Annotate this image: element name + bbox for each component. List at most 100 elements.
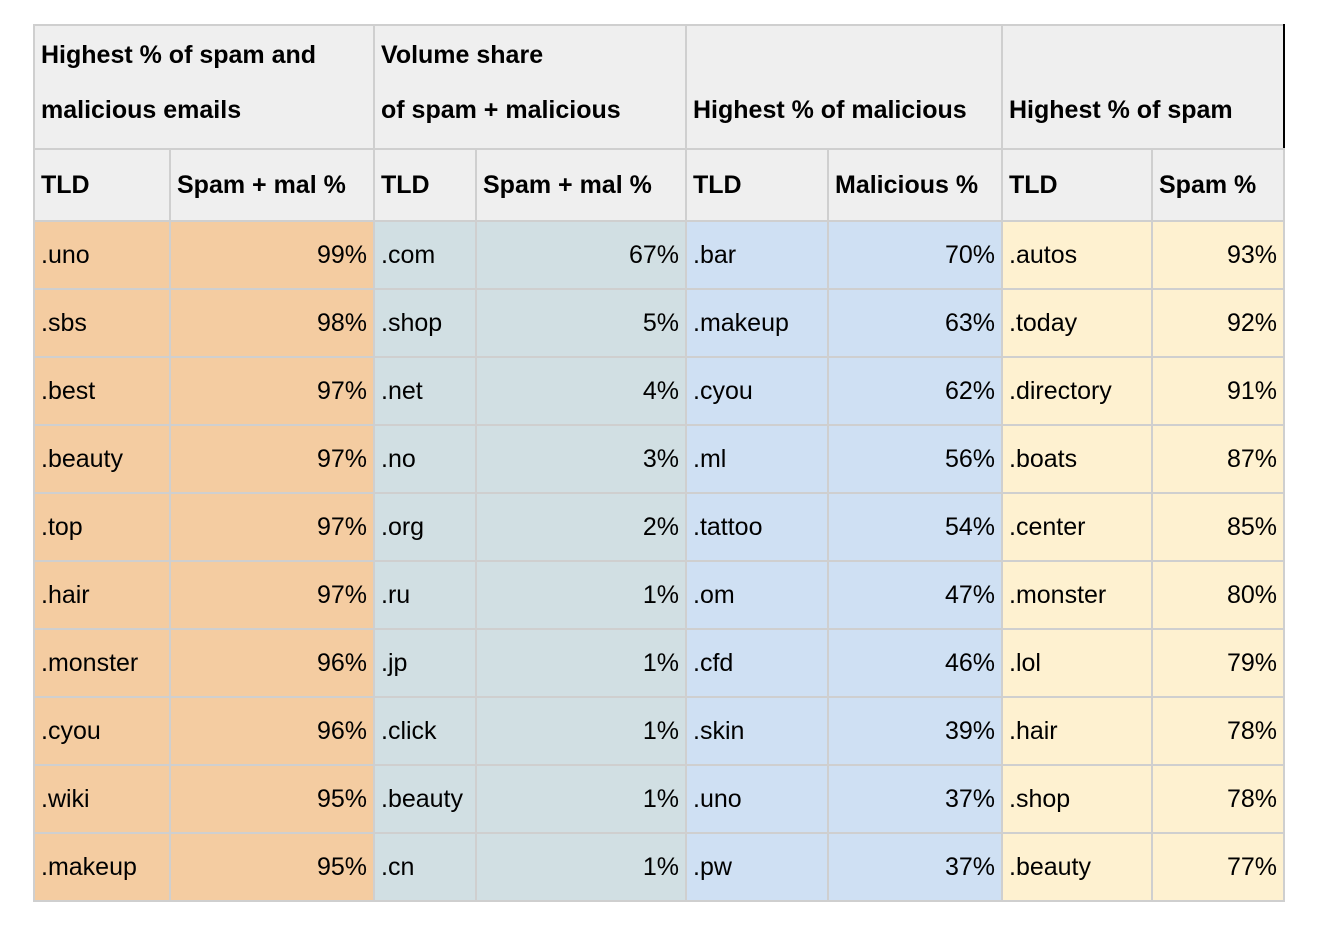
pct-cell: 1% [475, 560, 687, 630]
tld-cell: .beauty [1001, 832, 1153, 902]
tld-cell: .pw [685, 832, 829, 902]
group-header-row: Highest % of spam and malicious emails Vo… [33, 24, 1285, 150]
tld-cell: .monster [1001, 560, 1153, 630]
pct-cell: 91% [1151, 356, 1285, 426]
pct-cell: 77% [1151, 832, 1285, 902]
pct-cell: 2% [475, 492, 687, 562]
pct-cell: 96% [169, 696, 375, 766]
tld-cell: .uno [685, 764, 829, 834]
table-row: .hair 97% .ru 1% .om 47% .monster 80% [33, 560, 1285, 630]
group-header-2: Volume share of spam + malicious [373, 24, 687, 150]
tld-cell: .skin [685, 696, 829, 766]
tld-cell: .bar [685, 220, 829, 290]
pct-cell: 46% [827, 628, 1003, 698]
pct-cell: 1% [475, 628, 687, 698]
tld-cell: .cyou [685, 356, 829, 426]
pct-cell: 95% [169, 832, 375, 902]
pct-cell: 92% [1151, 288, 1285, 358]
tld-cell: .sbs [33, 288, 171, 358]
column-header-tld: TLD [33, 148, 171, 222]
tld-cell: .com [373, 220, 477, 290]
tld-cell: .lol [1001, 628, 1153, 698]
tld-cell: .org [373, 492, 477, 562]
pct-cell: 70% [827, 220, 1003, 290]
tld-cell: .ml [685, 424, 829, 494]
tld-cell: .cn [373, 832, 477, 902]
column-header-pct: Spam % [1151, 148, 1285, 222]
table-body: .uno 99% .com 67% .bar 70% .autos 93% .sbs 98% .sh… [33, 220, 1285, 902]
pct-cell: 3% [475, 424, 687, 494]
table-row: .makeup 95% .cn 1% .pw 37% .beauty 77% [33, 832, 1285, 902]
pct-cell: 85% [1151, 492, 1285, 562]
column-header-tld: TLD [373, 148, 477, 222]
table-row: .best 97% .net 4% .cyou 62% .directory 91% [33, 356, 1285, 426]
pct-cell: 79% [1151, 628, 1285, 698]
pct-cell: 87% [1151, 424, 1285, 494]
pct-cell: 1% [475, 696, 687, 766]
pct-cell: 37% [827, 832, 1003, 902]
tld-cell: .center [1001, 492, 1153, 562]
tld-cell: .top [33, 492, 171, 562]
column-header-tld: TLD [1001, 148, 1153, 222]
pct-cell: 93% [1151, 220, 1285, 290]
pct-cell: 62% [827, 356, 1003, 426]
table-row: .wiki 95% .beauty 1% .uno 37% .shop 78% [33, 764, 1285, 834]
pct-cell: 67% [475, 220, 687, 290]
tld-cell: .no [373, 424, 477, 494]
group-header-3: Highest % of malicious [685, 24, 1003, 150]
tld-spam-table: Highest % of spam and malicious emails Vo… [33, 24, 1285, 902]
tld-cell: .autos [1001, 220, 1153, 290]
pct-cell: 98% [169, 288, 375, 358]
tld-cell: .net [373, 356, 477, 426]
tld-cell: .jp [373, 628, 477, 698]
tld-cell: .makeup [685, 288, 829, 358]
tld-cell: .cyou [33, 696, 171, 766]
table-row: .monster 96% .jp 1% .cfd 46% .lol 79% [33, 628, 1285, 698]
tld-cell: .shop [373, 288, 477, 358]
pct-cell: 4% [475, 356, 687, 426]
pct-cell: 96% [169, 628, 375, 698]
tld-cell: .uno [33, 220, 171, 290]
column-header-pct: Spam + mal % [475, 148, 687, 222]
pct-cell: 54% [827, 492, 1003, 562]
tld-cell: .beauty [33, 424, 171, 494]
tld-cell: .ru [373, 560, 477, 630]
tld-cell: .hair [33, 560, 171, 630]
pct-cell: 99% [169, 220, 375, 290]
tld-cell: .cfd [685, 628, 829, 698]
tld-cell: .om [685, 560, 829, 630]
pct-cell: 80% [1151, 560, 1285, 630]
table-row: .uno 99% .com 67% .bar 70% .autos 93% [33, 220, 1285, 290]
tld-cell: .tattoo [685, 492, 829, 562]
pct-cell: 78% [1151, 696, 1285, 766]
table-row: .sbs 98% .shop 5% .makeup 63% .today 92% [33, 288, 1285, 358]
tld-cell: .beauty [373, 764, 477, 834]
tld-cell: .shop [1001, 764, 1153, 834]
pct-cell: 97% [169, 560, 375, 630]
group-header-4: Highest % of spam [1001, 24, 1285, 150]
tld-cell: .best [33, 356, 171, 426]
pct-cell: 97% [169, 356, 375, 426]
pct-cell: 97% [169, 492, 375, 562]
pct-cell: 1% [475, 764, 687, 834]
group-header-1: Highest % of spam and malicious emails [33, 24, 375, 150]
pct-cell: 1% [475, 832, 687, 902]
column-header-tld: TLD [685, 148, 829, 222]
pct-cell: 5% [475, 288, 687, 358]
pct-cell: 47% [827, 560, 1003, 630]
pct-cell: 39% [827, 696, 1003, 766]
tld-cell: .today [1001, 288, 1153, 358]
table-row: .top 97% .org 2% .tattoo 54% .center 85% [33, 492, 1285, 562]
pct-cell: 56% [827, 424, 1003, 494]
column-header-pct: Spam + mal % [169, 148, 375, 222]
tld-cell: .monster [33, 628, 171, 698]
tld-cell: .hair [1001, 696, 1153, 766]
pct-cell: 97% [169, 424, 375, 494]
table-row: .beauty 97% .no 3% .ml 56% .boats 87% [33, 424, 1285, 494]
tld-cell: .boats [1001, 424, 1153, 494]
column-header-row: TLD Spam + mal % TLD Spam + mal % TLD Ma… [33, 148, 1285, 222]
table-row: .cyou 96% .click 1% .skin 39% .hair 78% [33, 696, 1285, 766]
pct-cell: 95% [169, 764, 375, 834]
pct-cell: 37% [827, 764, 1003, 834]
tld-cell: .makeup [33, 832, 171, 902]
